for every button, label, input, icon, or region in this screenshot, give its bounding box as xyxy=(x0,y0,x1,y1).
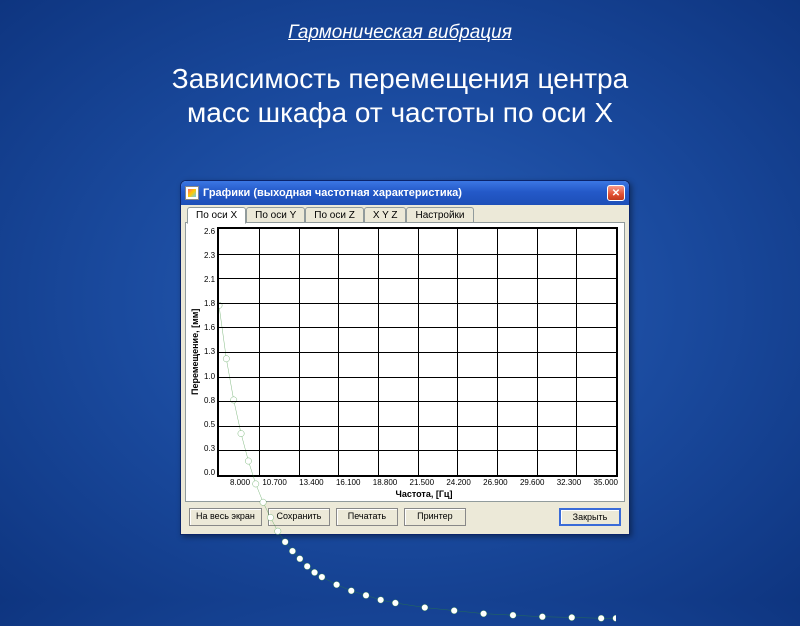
y-tick: 1.0 xyxy=(204,372,215,381)
gridline-v xyxy=(537,229,538,475)
gridline-v xyxy=(457,229,458,475)
y-tick: 0.5 xyxy=(204,420,215,429)
y-tick: 2.6 xyxy=(204,227,215,236)
y-tick: 2.3 xyxy=(204,251,215,260)
slide-header: Гармоническая вибрация xyxy=(0,0,800,44)
y-tick: 2.1 xyxy=(204,275,215,284)
gridline-v xyxy=(338,229,339,475)
window-title: Графики (выходная частотная характеристи… xyxy=(203,187,462,199)
plot-area xyxy=(217,227,618,477)
gridline-v xyxy=(497,229,498,475)
chart-panel: Перемещение, [мм] 2.6 2.3 2.1 1.8 1.6 1.3 1.0 0… xyxy=(185,222,625,502)
y-tick: 0.0 xyxy=(204,468,215,477)
y-tick: 0.8 xyxy=(204,396,215,405)
gridline-v xyxy=(378,229,379,475)
y-ticks: 2.6 2.3 2.1 1.8 1.6 1.3 1.0 0.8 0.5 0.3 0.0 xyxy=(202,227,217,477)
slide-title-line2: масс шкафа от частоты по оси X xyxy=(187,97,613,128)
y-tick: 0.3 xyxy=(204,444,215,453)
titlebar[interactable]: Графики (выходная частотная характеристи… xyxy=(181,181,629,205)
y-tick: 1.8 xyxy=(204,299,215,308)
gridline-v xyxy=(299,229,300,475)
window-client: По оси X По оси Y По оси Z X Y Z Настрой… xyxy=(181,205,629,534)
chart-window: Графики (выходная частотная характеристи… xyxy=(180,180,630,535)
gridline-v xyxy=(576,229,577,475)
close-icon[interactable]: ✕ xyxy=(607,185,625,201)
gridline-v xyxy=(259,229,260,475)
slide-title: Зависимость перемещения центра масс шкаф… xyxy=(0,44,800,129)
y-tick: 1.3 xyxy=(204,347,215,356)
y-tick: 1.6 xyxy=(204,323,215,332)
tab-axis-xyz[interactable]: X Y Z xyxy=(364,207,407,223)
y-axis-label: Перемещение, [мм] xyxy=(188,227,202,477)
tab-axis-y[interactable]: По оси Y xyxy=(246,207,305,223)
gridline-v xyxy=(418,229,419,475)
slide-title-line1: Зависимость перемещения центра xyxy=(172,63,628,94)
app-icon xyxy=(185,186,199,200)
tab-settings[interactable]: Настройки xyxy=(406,207,473,223)
tab-axis-x[interactable]: По оси X xyxy=(187,207,246,224)
tab-strip: По оси X По оси Y По оси Z X Y Z Настрой… xyxy=(183,207,627,223)
tab-axis-z[interactable]: По оси Z xyxy=(305,207,364,223)
